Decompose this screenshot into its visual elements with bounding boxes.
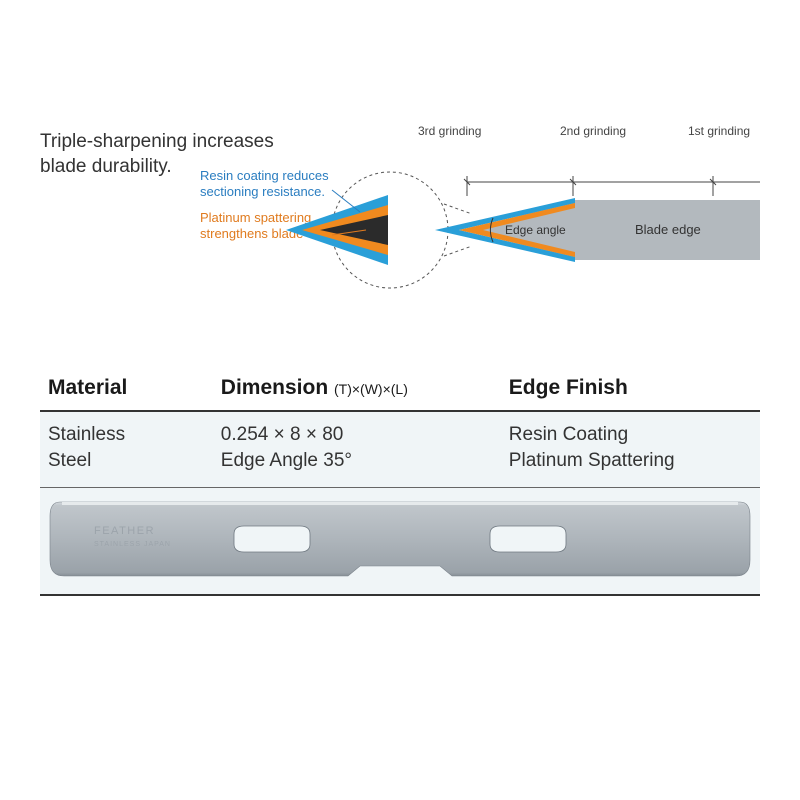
blade-image-row: FEATHER STAINLESS JAPAN — [40, 488, 760, 596]
label-edge-angle: Edge angle — [505, 223, 566, 237]
label-1st-grinding: 1st grinding — [688, 124, 750, 138]
spec-data-row: StainlessSteel 0.254 × 8 × 80Edge Angle … — [40, 411, 760, 488]
label-2nd-grinding: 2nd grinding — [560, 124, 626, 138]
leader-resin — [332, 190, 360, 212]
th-material: Material — [40, 370, 213, 411]
th-dimension: Dimension (T)×(W)×(L) — [213, 370, 501, 411]
blade-slot-2 — [490, 526, 566, 552]
label-3rd-grinding: 3rd grinding — [418, 124, 481, 138]
zoom-link-bot — [444, 246, 472, 256]
blade-svg: FEATHER STAINLESS JAPAN — [48, 498, 752, 580]
spec-table-area: Material Dimension (T)×(W)×(L) Edge Fini… — [40, 370, 760, 596]
spec-header-row: Material Dimension (T)×(W)×(L) Edge Fini… — [40, 370, 760, 411]
td-edge-finish: Resin CoatingPlatinum Spattering — [501, 411, 760, 488]
label-blade-edge: Blade edge — [635, 222, 701, 237]
blade-diagram: Triple-sharpening increases blade durabi… — [40, 130, 760, 330]
diagram-svg: Edge angle Blade edge — [40, 140, 760, 320]
blade-slot-1 — [234, 526, 310, 552]
blade-sub: STAINLESS JAPAN — [94, 541, 171, 548]
spec-table: Material Dimension (T)×(W)×(L) Edge Fini… — [40, 370, 760, 596]
td-material: StainlessSteel — [40, 411, 213, 488]
th-edge-finish: Edge Finish — [501, 370, 760, 411]
td-dimension: 0.254 × 8 × 80Edge Angle 35° — [213, 411, 501, 488]
blade-brand: FEATHER — [94, 525, 155, 537]
main-blade: Edge angle Blade edge — [435, 176, 760, 262]
zoom-link-top — [444, 204, 472, 214]
